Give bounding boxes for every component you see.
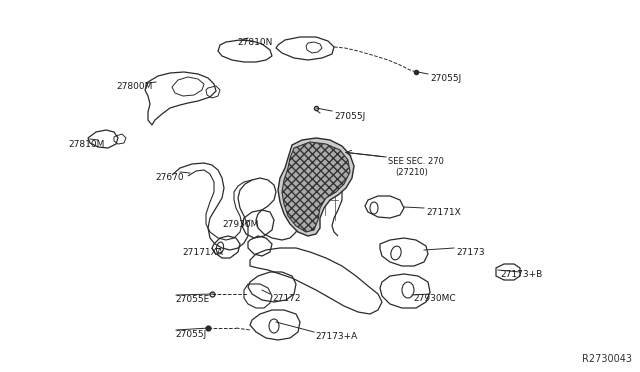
Text: 27171X: 27171X [426, 208, 461, 217]
Text: 27171XA: 27171XA [182, 248, 223, 257]
Text: 27810N: 27810N [237, 38, 273, 47]
Text: 27055J: 27055J [430, 74, 461, 83]
Text: (27210): (27210) [395, 168, 428, 177]
Text: 27930M: 27930M [222, 220, 259, 229]
Text: R2730043: R2730043 [582, 354, 632, 364]
Text: 27173: 27173 [456, 248, 484, 257]
Text: 27930MC: 27930MC [413, 294, 456, 303]
Polygon shape [282, 142, 350, 232]
Text: 27173+B: 27173+B [500, 270, 542, 279]
Text: 27055E: 27055E [175, 295, 209, 304]
Text: 27173+A: 27173+A [315, 332, 357, 341]
Text: 27800M: 27800M [116, 82, 152, 91]
Text: SEE SEC. 270: SEE SEC. 270 [388, 157, 444, 166]
Text: 27055J: 27055J [175, 330, 206, 339]
Polygon shape [278, 138, 354, 236]
Text: 27172: 27172 [272, 294, 301, 303]
Text: 27670: 27670 [155, 173, 184, 182]
Text: 27810M: 27810M [68, 140, 104, 149]
Text: 27055J: 27055J [334, 112, 365, 121]
